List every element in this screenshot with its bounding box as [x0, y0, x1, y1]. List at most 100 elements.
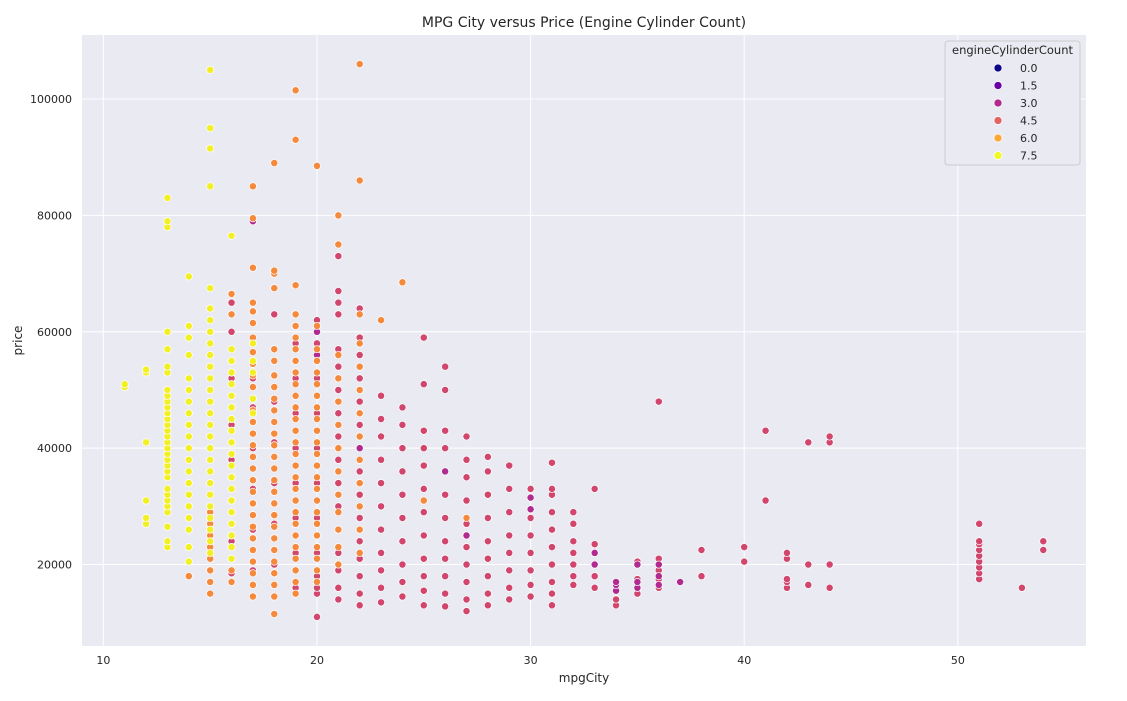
- scatter-point: [334, 397, 343, 406]
- scatter-point: [590, 583, 599, 592]
- scatter-point: [569, 508, 578, 517]
- scatter-point: [270, 406, 279, 415]
- scatter-point: [270, 266, 279, 275]
- scatter-point: [419, 601, 428, 610]
- scatter-point: [355, 374, 364, 383]
- scatter-point: [163, 327, 172, 336]
- scatter-point: [804, 580, 813, 589]
- scatter-point: [227, 415, 236, 424]
- scatter-point: [419, 461, 428, 470]
- scatter-point: [270, 418, 279, 426]
- scatter-point: [612, 578, 620, 586]
- scatter-point: [377, 598, 386, 607]
- scatter-point: [248, 214, 257, 223]
- legend-marker: [993, 98, 1003, 108]
- scatter-point: [270, 499, 279, 508]
- scatter-point: [206, 432, 215, 441]
- scatter-point: [163, 362, 172, 371]
- scatter-point: [398, 537, 407, 546]
- scatter-point: [334, 298, 343, 307]
- scatter-point: [184, 351, 193, 359]
- scatter-point: [441, 537, 450, 546]
- scatter-point: [206, 589, 215, 598]
- scatter-point: [462, 560, 471, 569]
- scatter-point: [248, 546, 257, 554]
- scatter-point: [355, 525, 364, 534]
- scatter-point: [163, 522, 172, 531]
- scatter-point: [270, 511, 279, 520]
- scatter-point: [590, 572, 599, 581]
- scatter-point: [270, 534, 279, 543]
- scatter-point: [313, 161, 321, 170]
- scatter-point: [654, 580, 663, 589]
- scatter-point: [313, 368, 321, 377]
- scatter-point: [248, 429, 257, 438]
- scatter-point: [270, 610, 279, 618]
- scatter-point: [334, 490, 343, 499]
- scatter-point: [505, 508, 514, 517]
- scatter-point: [313, 345, 321, 354]
- scatter-point: [355, 386, 364, 394]
- scatter-point: [526, 484, 535, 493]
- scatter-point: [398, 560, 407, 569]
- scatter-point: [825, 560, 834, 569]
- scatter-point: [184, 272, 193, 281]
- scatter-point: [248, 511, 257, 520]
- scatter-point: [313, 415, 321, 424]
- scatter-point: [462, 432, 471, 441]
- scatter-point: [483, 554, 492, 563]
- scatter-point: [206, 537, 215, 546]
- legend-label: 4.5: [1020, 115, 1038, 128]
- scatter-point: [248, 476, 257, 485]
- scatter-point: [377, 502, 386, 511]
- scatter-point: [184, 572, 193, 581]
- scatter-point: [355, 537, 364, 546]
- scatter-point: [227, 496, 236, 505]
- scatter-point: [206, 284, 215, 293]
- scatter-point: [548, 543, 556, 552]
- legend-marker: [993, 116, 1003, 125]
- scatter-point: [206, 566, 215, 575]
- scatter-point: [270, 522, 279, 531]
- scatter-point: [291, 403, 300, 412]
- scatter-point: [355, 310, 364, 319]
- scatter-point: [526, 505, 535, 514]
- scatter-point: [313, 531, 321, 540]
- scatter-point: [184, 386, 193, 394]
- scatter-point: [270, 429, 279, 438]
- scatter-point: [270, 476, 279, 485]
- scatter-point: [548, 508, 556, 517]
- scatter-point: [505, 566, 514, 575]
- scatter-point: [206, 490, 215, 499]
- scatter-point: [804, 438, 813, 447]
- scatter-point: [462, 578, 471, 586]
- scatter-point: [526, 514, 535, 522]
- scatter-point: [206, 525, 215, 534]
- scatter-point: [334, 432, 343, 441]
- scatter-point: [291, 380, 300, 389]
- scatter-point: [291, 484, 300, 493]
- scatter-point: [227, 461, 236, 470]
- scatter-point: [1039, 537, 1048, 546]
- scatter-point: [313, 484, 321, 493]
- legend-marker: [993, 63, 1003, 73]
- y-tick-label: 60000: [37, 326, 72, 339]
- scatter-point: [248, 339, 257, 348]
- scatter-point: [441, 386, 450, 394]
- scatter-point: [462, 496, 471, 505]
- scatter-point: [163, 386, 172, 394]
- scatter-point: [697, 572, 706, 581]
- legend-label: 6.0: [1020, 132, 1038, 145]
- scatter-point: [761, 426, 770, 435]
- scatter-point: [270, 441, 279, 450]
- scatter-point: [227, 508, 236, 517]
- scatter-point: [291, 86, 300, 95]
- scatter-point: [291, 368, 300, 377]
- scatter-point: [462, 473, 471, 482]
- scatter-point: [462, 607, 471, 616]
- legend-label: 0.0: [1020, 62, 1038, 75]
- scatter-point: [313, 519, 321, 528]
- scatter-point: [313, 391, 321, 400]
- scatter-point: [291, 450, 300, 458]
